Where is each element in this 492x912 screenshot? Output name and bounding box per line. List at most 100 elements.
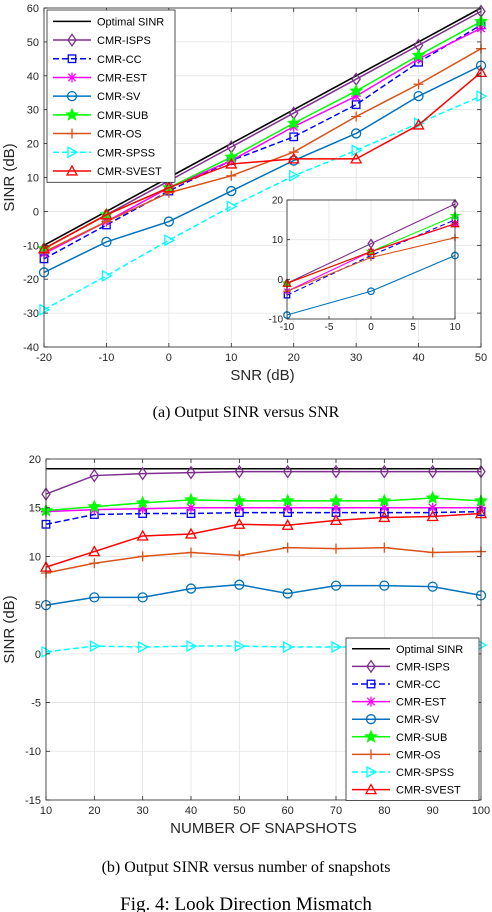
axes-box bbox=[45, 458, 482, 801]
data-point-cmr-sv bbox=[413, 90, 424, 102]
data-point-cmr-sv bbox=[427, 581, 438, 592]
series-line-cmr-os bbox=[43, 48, 482, 253]
data-point-cmr-os bbox=[331, 543, 341, 554]
data-point-cmr-svest bbox=[225, 157, 238, 169]
inset-chart: -10 -5 0 5 10 -10 0 10 20 bbox=[269, 196, 461, 334]
data-point-cmr-isps bbox=[379, 464, 390, 479]
legend-marker-cmr-svest bbox=[65, 164, 79, 176]
data-point-cmr-os bbox=[226, 170, 237, 181]
data-point-cmr-sv bbox=[89, 592, 100, 603]
data-point-cmr-sv bbox=[350, 128, 362, 139]
series-group bbox=[39, 464, 488, 659]
y-axis-label: SINR (dB) bbox=[1, 595, 18, 663]
data-point-cmr-sub bbox=[286, 115, 301, 130]
inset-data-point-cmr-os bbox=[367, 253, 375, 262]
x-tick-label: 90 bbox=[427, 805, 439, 817]
legend-marker-cmr-spss bbox=[366, 765, 378, 779]
data-point-cmr-spss bbox=[101, 269, 113, 282]
legend-marker-cmr-sv bbox=[365, 714, 377, 725]
legend-marker-cmr-os bbox=[366, 749, 376, 760]
data-point-cmr-sv bbox=[330, 580, 342, 591]
legend-label-cmr-os: CMR-OS bbox=[396, 749, 441, 761]
x-axis-label: NUMBER OF SNAPSHOTS bbox=[170, 820, 357, 837]
inset-data-point-cmr-sv bbox=[367, 287, 375, 296]
x-tick-label: 20 bbox=[88, 805, 100, 817]
data-point-cmr-spss bbox=[164, 234, 176, 247]
data-point-cmr-est bbox=[427, 502, 438, 513]
data-point-cmr-spss bbox=[351, 144, 363, 157]
data-point-cmr-sv bbox=[379, 580, 390, 591]
inset-x-tick-label: 5 bbox=[410, 322, 416, 333]
legend-marker-cmr-sub bbox=[65, 107, 79, 121]
data-point-cmr-spss bbox=[39, 303, 51, 316]
inset-x-tick-label: -5 bbox=[325, 322, 334, 333]
data-point-cmr-os bbox=[413, 79, 424, 90]
legend-label-cmr-cc: CMR-CC bbox=[396, 679, 441, 691]
y-tick-label: 60 bbox=[27, 3, 39, 15]
data-point-cmr-est bbox=[331, 502, 341, 513]
series-line-cmr-os bbox=[45, 546, 482, 574]
data-point-cmr-os bbox=[137, 551, 148, 562]
legend-marker-cmr-os bbox=[67, 128, 77, 139]
x-tick-label: 30 bbox=[350, 352, 362, 364]
series-line-cmr-sv bbox=[45, 583, 482, 606]
chart-snapshots: 10 20 30 40 50 60 70 80 90 100 -15 -10 -5 0 5 10 15 20 NUM… bbox=[1, 454, 490, 837]
chart-snr: -20 -10 0 10 20 30 40 50-40-30-20-1001020304050… bbox=[1, 3, 488, 384]
data-point-cmr-spss bbox=[476, 90, 488, 103]
data-point-cmr-sub bbox=[377, 493, 392, 507]
data-point-cmr-est bbox=[288, 121, 299, 132]
x-tick-label: 10 bbox=[40, 805, 52, 817]
y-tick-label: -40 bbox=[23, 342, 39, 354]
data-point-cmr-spss bbox=[41, 645, 53, 659]
series-line-cmr-sv bbox=[43, 64, 482, 274]
data-point-cmr-os bbox=[186, 547, 196, 558]
x-tick-label: 20 bbox=[288, 352, 300, 364]
data-point-cmr-est bbox=[379, 502, 390, 513]
data-point-cmr-sv bbox=[137, 592, 148, 603]
data-point-cmr-svest bbox=[426, 510, 439, 522]
legend-marker-cmr-est bbox=[67, 72, 77, 83]
data-point-cmr-svest bbox=[329, 514, 343, 526]
data-point-cmr-cc bbox=[289, 132, 299, 142]
data-point-cmr-svest bbox=[281, 518, 294, 530]
x-tick-label: -10 bbox=[98, 352, 114, 364]
data-point-cmr-svest bbox=[378, 511, 391, 523]
data-point-cmr-os bbox=[282, 542, 293, 553]
inset-series-line-cmr-isps bbox=[286, 203, 456, 284]
y-tick-label: 20 bbox=[29, 454, 41, 466]
y-tick-label: 20 bbox=[27, 139, 39, 151]
legend-label-cmr-isps: CMR-ISPS bbox=[97, 35, 151, 47]
data-point-cmr-sv bbox=[234, 579, 245, 590]
series-line-cmr-isps bbox=[43, 10, 482, 250]
legend-label-cmr-sub: CMR-SUB bbox=[97, 110, 148, 122]
data-point-cmr-svest bbox=[287, 152, 300, 164]
inset-data-point-cmr-svest bbox=[366, 246, 376, 256]
x-tick-label: 80 bbox=[378, 805, 390, 817]
x-tick-label: 30 bbox=[137, 805, 149, 817]
x-tick-label: 0 bbox=[166, 352, 172, 364]
legend-label-cmr-sv: CMR-SV bbox=[396, 714, 440, 726]
inset-series-line-cmr-sv bbox=[286, 255, 456, 316]
legend-label-cmr-est: CMR-EST bbox=[97, 72, 147, 84]
y-tick-label: -10 bbox=[23, 240, 39, 252]
y-tick-label: -10 bbox=[25, 746, 41, 758]
legend-label-cmr-os: CMR-OS bbox=[97, 129, 142, 141]
legend-label-cmr-svest: CMR-SVEST bbox=[97, 166, 162, 178]
legend-marker-cmr-est bbox=[366, 696, 376, 707]
series-group bbox=[37, 4, 488, 316]
data-point-cmr-svest bbox=[136, 529, 149, 541]
y-tick-label: 10 bbox=[27, 172, 39, 184]
data-point-cmr-sv bbox=[163, 216, 175, 227]
data-point-cmr-est bbox=[234, 502, 245, 513]
data-point-cmr-sub bbox=[135, 495, 150, 509]
legend-label-cmr-isps: CMR-ISPS bbox=[396, 661, 450, 673]
legend-marker-cmr-sub bbox=[364, 729, 378, 743]
data-point-cmr-spss bbox=[89, 639, 101, 653]
series-line-cmr-est bbox=[43, 27, 482, 255]
data-point-cmr-sub bbox=[232, 493, 247, 507]
legend-label-cmr-est: CMR-EST bbox=[396, 697, 446, 709]
data-point-cmr-sv bbox=[226, 185, 237, 197]
data-point-cmr-spss bbox=[289, 169, 301, 182]
inset-x-tick-label: 10 bbox=[449, 322, 461, 333]
y-tick-label: -15 bbox=[25, 795, 41, 807]
